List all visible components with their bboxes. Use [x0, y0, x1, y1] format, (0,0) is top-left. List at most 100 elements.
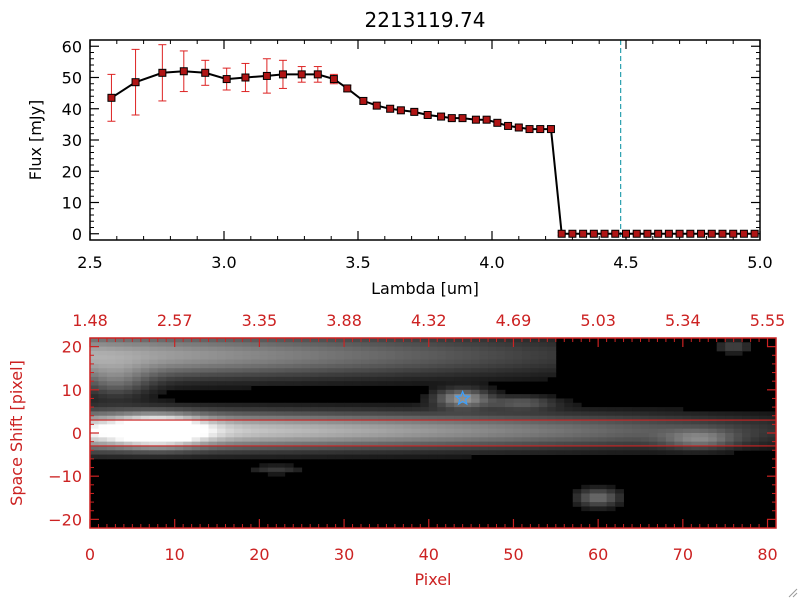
- image-pixel: [471, 398, 480, 404]
- image-pixel: [301, 338, 311, 343]
- image-pixel: [538, 415, 548, 421]
- image-pixel: [420, 398, 430, 404]
- image-pixel: [691, 424, 701, 430]
- image-pixel: [301, 359, 311, 365]
- y-tick-label: 20: [62, 162, 82, 181]
- image-pixel: [632, 437, 641, 443]
- image-pixel: [369, 402, 379, 408]
- image-pixel: [394, 359, 404, 365]
- image-pixel: [488, 433, 497, 438]
- image-pixel: [123, 420, 133, 425]
- image-pixel: [250, 433, 260, 438]
- image-pixel: [589, 424, 599, 430]
- image-pixel: [606, 506, 616, 512]
- image-pixel: [267, 463, 277, 468]
- image-pixel: [462, 398, 472, 404]
- image-pixel: [183, 428, 193, 434]
- image-pixel: [191, 420, 201, 425]
- top-tick-label: 5.55: [750, 311, 786, 330]
- image-pixel: [479, 338, 489, 343]
- image-pixel: [250, 420, 260, 425]
- image-pixel: [445, 398, 455, 404]
- image-pixel: [428, 385, 438, 391]
- data-point: [423, 111, 432, 119]
- image-pixel: [682, 424, 692, 430]
- image-pixel: [750, 433, 760, 438]
- image-pixel: [369, 355, 379, 360]
- image-pixel: [445, 407, 455, 412]
- image-pixel: [471, 420, 480, 425]
- image-pixel: [581, 437, 591, 443]
- image-pixel: [217, 338, 226, 343]
- image-pixel: [293, 381, 303, 386]
- image-pixel: [471, 355, 480, 360]
- image-pixel: [259, 415, 269, 421]
- image-pixel: [132, 363, 142, 369]
- image-pixel: [361, 372, 370, 378]
- image-pixel: [301, 428, 311, 434]
- image-pixel: [106, 445, 116, 451]
- image-pixel: [462, 415, 472, 421]
- image-pixel: [149, 346, 159, 352]
- image-pixel: [174, 355, 184, 360]
- image-pixel: [98, 454, 108, 460]
- image-pixel: [217, 385, 226, 391]
- image-pixel: [742, 420, 751, 425]
- image-pixel: [106, 363, 116, 369]
- image-pixel: [174, 402, 184, 408]
- image-pixel: [335, 402, 345, 408]
- image-pixel: [564, 407, 574, 412]
- image-pixel: [530, 372, 540, 378]
- image-pixel: [115, 420, 125, 425]
- image-pixel: [98, 445, 108, 451]
- image-pixel: [657, 450, 667, 455]
- image-pixel: [174, 363, 184, 369]
- image-pixel: [200, 411, 209, 417]
- image-pixel: [276, 407, 286, 412]
- image-pixel: [90, 342, 99, 348]
- image-pixel: [581, 445, 591, 451]
- image-pixel: [90, 385, 99, 391]
- image-pixel: [445, 363, 455, 369]
- image-pixel: [403, 437, 413, 443]
- image-pixel: [106, 402, 116, 408]
- image-pixel: [250, 342, 260, 348]
- image-pixel: [123, 398, 133, 404]
- image-pixel: [716, 437, 726, 443]
- image-pixel: [386, 407, 396, 412]
- image-pixel: [488, 415, 497, 421]
- image-pixel: [242, 420, 252, 425]
- image-pixel: [445, 454, 455, 460]
- image-pixel: [250, 359, 260, 365]
- x-tick-label: 50: [503, 545, 523, 564]
- image-pixel: [233, 428, 243, 434]
- image-pixel: [250, 437, 260, 443]
- image-pixel: [174, 376, 184, 382]
- y-tick-label: 30: [62, 131, 82, 150]
- image-pixel: [547, 350, 557, 356]
- image-pixel: [191, 342, 201, 348]
- image-pixel: [318, 346, 328, 352]
- image-pixel: [386, 428, 396, 434]
- image-pixel: [106, 424, 116, 430]
- image-pixel: [140, 359, 150, 365]
- data-point: [697, 229, 706, 238]
- image-pixel: [250, 350, 260, 356]
- image-pixel: [318, 415, 328, 421]
- image-pixel: [462, 433, 472, 438]
- resize-grip-icon[interactable]: [786, 586, 798, 598]
- image-pixel: [521, 372, 531, 378]
- image-pixel: [250, 454, 260, 460]
- image-pixel: [479, 355, 489, 360]
- image-pixel: [716, 415, 726, 421]
- image-pixel: [276, 381, 286, 386]
- image-pixel: [361, 428, 370, 434]
- image-pixel: [318, 342, 328, 348]
- data-point: [546, 125, 555, 134]
- image-pixel: [471, 342, 480, 348]
- image-pixel: [428, 394, 438, 399]
- image-pixel: [547, 437, 557, 443]
- image-pixel: [267, 363, 277, 369]
- image-pixel: [208, 376, 218, 382]
